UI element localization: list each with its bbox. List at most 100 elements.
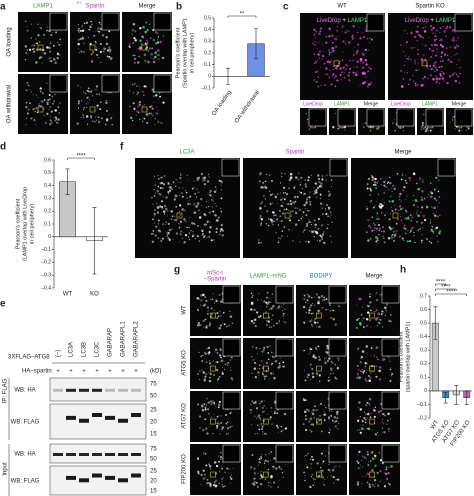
speckle (392, 184, 395, 188)
speckle (336, 417, 339, 420)
speckle (327, 49, 330, 52)
speckle (90, 60, 94, 63)
speckle (367, 463, 370, 467)
speckle (338, 465, 340, 467)
speckle (263, 400, 265, 402)
speckle (363, 126, 365, 128)
speckle (357, 419, 360, 422)
inset (222, 391, 241, 410)
speckle (310, 221, 312, 223)
speckle (429, 74, 432, 77)
speckle (39, 90, 42, 93)
speckle (281, 305, 283, 307)
speckle (414, 81, 416, 82)
speckle (376, 218, 378, 220)
speckle (317, 309, 320, 313)
speckle (302, 305, 306, 309)
speckle (356, 50, 359, 53)
speckle (267, 481, 270, 484)
speckle (260, 419, 262, 421)
speckle (159, 95, 161, 98)
speckle (361, 368, 364, 371)
speckle (208, 206, 210, 208)
speckle (384, 178, 386, 180)
speckle (173, 218, 176, 221)
speckle (35, 124, 37, 126)
speckle (275, 424, 279, 427)
speckle (370, 174, 373, 177)
speckle (318, 404, 320, 406)
speckle (377, 358, 379, 361)
speckle (408, 176, 411, 180)
speckle (330, 317, 332, 319)
speckle (432, 32, 434, 34)
speckle (365, 76, 367, 78)
inset (153, 12, 172, 31)
speckle (307, 373, 310, 377)
speckle (179, 195, 181, 197)
speckle (259, 402, 261, 405)
speckle (293, 216, 295, 218)
speckle (308, 196, 311, 199)
inset-box (316, 365, 322, 372)
speckle (271, 423, 273, 425)
band (92, 388, 102, 392)
inset-box (263, 365, 269, 372)
speckle (298, 219, 300, 222)
speckle (371, 176, 374, 179)
speckle (213, 401, 216, 404)
speckle (136, 93, 138, 96)
speckle (336, 366, 340, 370)
speckle (157, 58, 159, 60)
speckle (254, 361, 256, 364)
y-tick-label: –0.2 (41, 260, 51, 266)
speckle (258, 461, 261, 464)
inset-box (89, 44, 96, 51)
speckle (153, 212, 156, 216)
speckle (433, 206, 436, 210)
speckle (412, 204, 415, 207)
speckle (210, 417, 212, 419)
speckle (260, 400, 263, 403)
speckle (49, 123, 52, 126)
speckle (159, 205, 162, 208)
speckle (249, 408, 253, 412)
speckle (24, 20, 27, 23)
speckle (208, 211, 211, 214)
speckle (201, 229, 204, 232)
speckle (200, 483, 202, 485)
speckle (270, 407, 273, 409)
speckle (197, 209, 200, 212)
speckle (221, 322, 223, 324)
speckle (305, 214, 308, 217)
speckle (298, 190, 301, 193)
speckle (288, 209, 290, 211)
speckle (369, 486, 372, 488)
speckle (446, 82, 448, 85)
speckle (314, 62, 316, 64)
speckle (253, 481, 256, 483)
speckle (196, 202, 200, 205)
speckle (191, 187, 194, 190)
speckle (219, 458, 222, 461)
speckle (390, 465, 393, 468)
inset-box (176, 212, 183, 219)
speckle (132, 54, 135, 57)
speckle (204, 406, 207, 409)
speckle (297, 188, 299, 190)
speckle (307, 294, 309, 296)
speckle (197, 191, 200, 194)
label: ATG5 KO (182, 350, 188, 376)
speckle (268, 308, 270, 310)
speckle (282, 201, 284, 203)
speckle (259, 217, 262, 220)
speckle (299, 209, 301, 212)
speckle (218, 415, 220, 417)
inset-box (316, 312, 322, 319)
speckle (251, 400, 254, 403)
speckle (451, 73, 455, 77)
speckle (310, 174, 312, 176)
speckle (166, 215, 168, 217)
speckle (404, 198, 406, 200)
speckle (325, 357, 327, 359)
